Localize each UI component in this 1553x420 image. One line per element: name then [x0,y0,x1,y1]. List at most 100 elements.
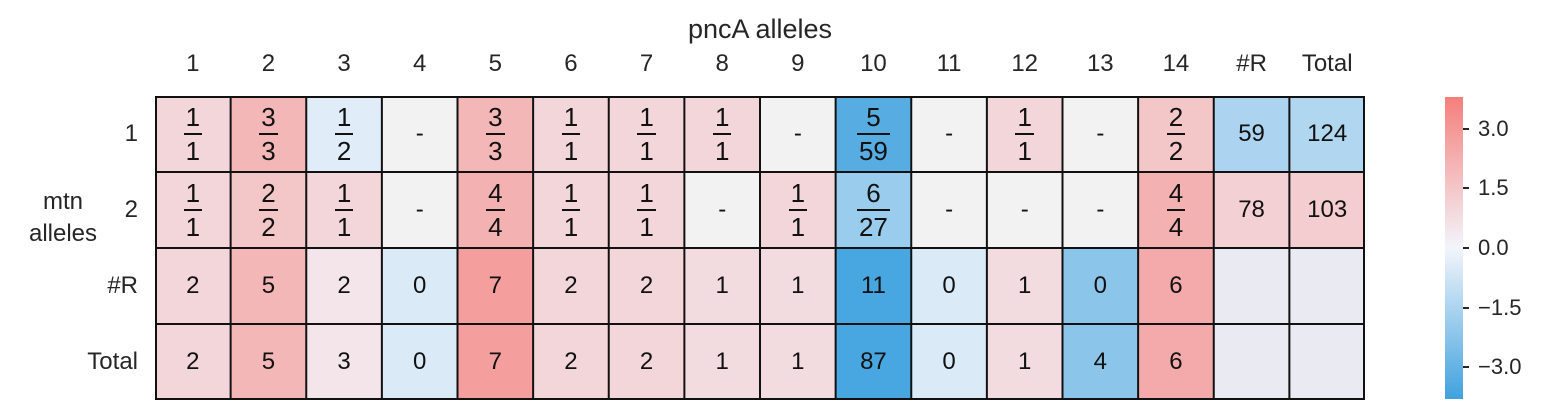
fraction-numerator: 1 [185,102,201,132]
cell-value: 7 [488,348,502,375]
heatmap-cell [1289,324,1365,400]
fraction-denominator: 2 [259,209,278,240]
heatmap-cell: - [986,172,1063,248]
fraction-denominator: 1 [712,133,732,164]
heatmap-cell: 7 [457,324,534,400]
heatmap-cell: 0 [911,324,987,400]
heatmap-cell: 5 59 [835,96,912,172]
fraction-numerator: 5 [866,102,881,132]
column-label: 13 [1086,50,1114,77]
heatmap-cell: 5 [230,324,307,400]
cell-value: 59 [1238,120,1265,147]
fraction-numerator: 2 [261,178,276,208]
heatmap-cell: - [911,172,987,248]
colorbar-tick [1463,187,1469,190]
heatmap-cell: - [381,96,458,172]
fraction-denominator: 1 [561,209,581,240]
heatmap-cell: - [1062,172,1139,248]
fraction-label: 6 27 [856,180,890,240]
y-axis-label: mtn alleles [8,186,118,250]
fraction-numerator: 1 [336,178,352,208]
heatmap-cell [1213,248,1290,324]
cell-value: - [1096,196,1105,223]
heatmap-cell: 5 [230,248,307,324]
fraction-denominator: 1 [183,133,203,164]
column-label: 3 [337,50,351,77]
cell-value: 0 [413,348,427,375]
heatmap-cell [1289,248,1365,324]
heatmap-cell: 124 [1289,96,1365,172]
heatmap-cell: 103 [1289,172,1365,248]
cell-value: 6 [1169,348,1183,375]
cell-value: 2 [186,272,200,299]
colorbar-tick-label: −3.0 [1478,354,1522,380]
heatmap-cell: 0 [381,248,458,324]
heatmap-cell: 2 [608,248,685,324]
heatmap-cell: 6 [1138,324,1214,400]
colorbar-tick [1463,306,1469,309]
fraction-denominator: 3 [259,133,278,164]
heatmap-cell: 59 [1213,96,1290,172]
cell-value: 1 [1018,272,1032,299]
column-label: 12 [1011,50,1039,77]
fraction-numerator: 1 [639,102,654,132]
cell-value: 2 [186,348,200,375]
cell-value: 1 [715,348,729,375]
cell-value: 0 [942,348,956,375]
cell-value: 87 [860,348,887,375]
colorbar-tick-label: 1.5 [1478,175,1509,201]
column-label: 10 [860,50,887,77]
row-label: 1 [124,120,138,147]
column-label: 7 [639,50,654,77]
row-label: 2 [124,196,138,223]
cell-value: 4 [1093,348,1107,375]
fraction-denominator: 4 [486,209,505,240]
cell-value: 2 [639,348,654,375]
column-label: 5 [488,50,502,77]
fraction-denominator: 27 [856,209,890,240]
cell-value: 3 [337,348,351,375]
cell-value: 0 [942,272,956,299]
cell-value: 0 [413,272,427,299]
cell-value: 1 [1018,348,1032,375]
cell-value: 2 [337,272,351,299]
cell-value: 7 [488,272,502,299]
heatmap-cell: 0 [911,248,987,324]
fraction-denominator: 3 [486,133,505,164]
column-label: 11 [936,50,962,77]
heatmap-cell: 4 [1062,324,1139,400]
y-axis-label-line: mtn [42,188,83,215]
fraction-numerator: 2 [1168,102,1184,132]
fraction-numerator: 3 [261,102,276,132]
cell-value: - [945,120,954,147]
heatmap-cell: 2 [155,324,231,400]
fraction-denominator: 2 [334,133,354,164]
fraction-numerator: 1 [639,178,654,208]
fraction-denominator: 1 [1015,133,1034,164]
heatmap-cell: 2 [608,324,685,400]
heatmap-cell: - [1062,96,1139,172]
fraction-numerator: 1 [336,102,352,132]
heatmap-cell [1213,324,1290,400]
fraction-numerator: 1 [790,178,806,208]
